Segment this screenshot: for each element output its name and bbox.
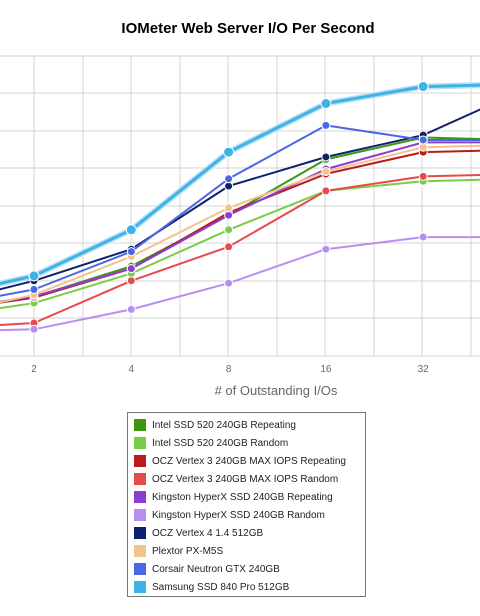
legend-swatch [134,545,146,557]
legend-label: Kingston HyperX SSD 240GB Random [152,509,325,521]
legend-item: Samsung SSD 840 Pro 512GB [134,578,365,596]
x-tick-label: 4 [129,364,135,375]
data-point [321,167,331,177]
legend-item: OCZ Vertex 3 240GB MAX IOPS Repeating [134,452,365,470]
series-line [0,108,480,291]
series-3 [0,171,480,328]
legend-label: OCZ Vertex 3 240GB MAX IOPS Random [152,473,339,485]
x-tick-label: 8 [226,364,232,375]
legend-swatch [134,437,146,449]
legend-swatch [134,419,146,431]
series-1 [0,176,480,310]
series-line [0,144,480,304]
series-5 [0,232,480,334]
legend-item: OCZ Vertex 4 1.4 512GB [134,524,365,542]
legend-swatch [134,473,146,485]
legend-swatch [134,509,146,521]
legend-label: Intel SSD 520 240GB Repeating [152,419,296,431]
series-0 [0,133,480,303]
x-tick-label: 16 [320,364,332,375]
data-point [417,81,429,93]
data-point [320,98,332,110]
legend-item: Intel SSD 520 240GB Repeating [134,416,365,434]
series-line [0,173,480,327]
data-point [224,203,234,213]
legend-label: OCZ Vertex 4 1.4 512GB [152,527,264,539]
data-point [418,171,428,181]
legend-label: Intel SSD 520 240GB Random [152,437,289,449]
legend-label: Kingston HyperX SSD 240GB Repeating [152,491,333,503]
series-line [0,178,480,310]
data-point [29,324,39,334]
legend-label: OCZ Vertex 3 240GB MAX IOPS Repeating [152,455,346,467]
series-9 [0,81,480,287]
legend-swatch [134,527,146,539]
series-6 [0,108,480,291]
legend-label: Samsung SSD 840 Pro 512GB [152,581,290,593]
legend-swatch [134,455,146,467]
legend: Intel SSD 520 240GB Repeating Intel SSD 5… [127,412,366,597]
data-point [125,224,137,236]
series-line [0,83,480,286]
data-point [126,264,136,274]
data-point [321,152,331,162]
data-point [321,244,331,254]
legend-swatch [134,491,146,503]
data-point [224,278,234,288]
legend-item: Kingston HyperX SSD 240GB Random [134,506,365,524]
data-point [223,146,235,158]
grid [0,55,480,357]
legend-item: Intel SSD 520 240GB Random [134,434,365,452]
data-point [224,225,234,235]
data-point [321,120,331,130]
series-8 [0,120,480,297]
legend-swatch [134,581,146,593]
series-lines [0,81,480,334]
data-point [28,270,40,282]
legend-item: OCZ Vertex 3 240GB MAX IOPS Random [134,470,365,488]
series-line [0,149,480,304]
data-point [29,284,39,294]
x-tick-label: 32 [418,364,430,375]
series-7 [0,142,480,304]
x-tick-label: 2 [31,364,37,375]
x-axis-label: # of Outstanding I/Os [215,383,338,398]
data-point [126,276,136,286]
data-point [126,247,136,257]
legend-label: Plextor PX-M5S [152,545,224,557]
data-point [126,304,136,314]
legend-swatch [134,563,146,575]
chart-title: IOMeter Web Server I/O Per Second [121,20,375,37]
data-point [224,174,234,184]
plot-area: 2 4 8 16 32 # of Outstanding I/Os [0,55,480,398]
data-point [321,186,331,196]
legend-item: Kingston HyperX SSD 240GB Repeating [134,488,365,506]
legend-item: Corsair Neutron GTX 240GB [134,560,365,578]
series-line-halo [0,82,480,287]
legend-label: Corsair Neutron GTX 240GB [152,563,280,575]
data-point [418,135,428,145]
data-point [224,242,234,252]
data-point [418,232,428,242]
x-tick-labels: 2 4 8 16 32 [31,364,429,375]
legend-item: Plextor PX-M5S [134,542,365,560]
